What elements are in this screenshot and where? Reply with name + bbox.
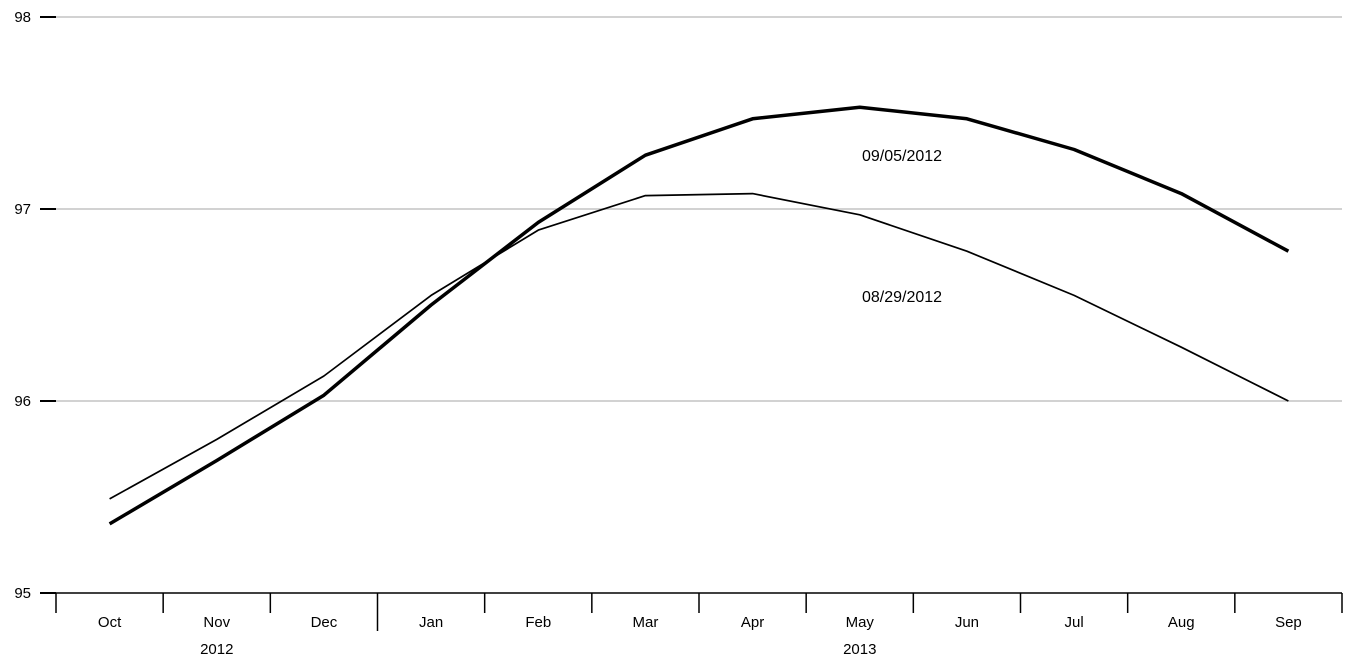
y-tick-label: 98 — [14, 9, 31, 26]
x-tick-label-nov: Nov — [203, 614, 230, 631]
x-tick-label-jan: Jan — [419, 614, 443, 631]
series-label-thin: 08/29/2012 — [862, 289, 942, 306]
y-tick-label: 95 — [14, 585, 31, 602]
x-tick-label-feb: Feb — [525, 614, 551, 631]
x-tick-label-may: May — [846, 614, 875, 631]
gridlines — [56, 16, 1342, 402]
axes: 95 96 97 98 Oct Nov Dec Jan Feb Mar Apr May Jun Jul Au… — [14, 9, 1343, 658]
y-tick-label: 96 — [14, 393, 31, 410]
series-label-thick: 09/05/2012 — [862, 148, 942, 165]
x-tick-label-jun: Jun — [955, 614, 979, 631]
x-tick-label-aug: Aug — [1168, 614, 1195, 631]
x-tick-label-jul: Jul — [1064, 614, 1083, 631]
series-line-thick — [108, 105, 1290, 526]
series-lines — [108, 105, 1290, 526]
series-line-thin — [109, 192, 1289, 500]
x-tick-label-oct: Oct — [98, 614, 122, 631]
year-label-2012: 2012 — [200, 641, 233, 658]
y-tick-label: 97 — [14, 201, 31, 218]
year-label-2013: 2013 — [843, 641, 876, 658]
series-labels: 09/05/2012 08/29/2012 — [862, 148, 942, 306]
x-tick-label-mar: Mar — [632, 614, 658, 631]
x-tick-label-sep: Sep — [1275, 614, 1302, 631]
x-tick-label-apr: Apr — [741, 614, 764, 631]
x-tick-label-dec: Dec — [311, 614, 338, 631]
